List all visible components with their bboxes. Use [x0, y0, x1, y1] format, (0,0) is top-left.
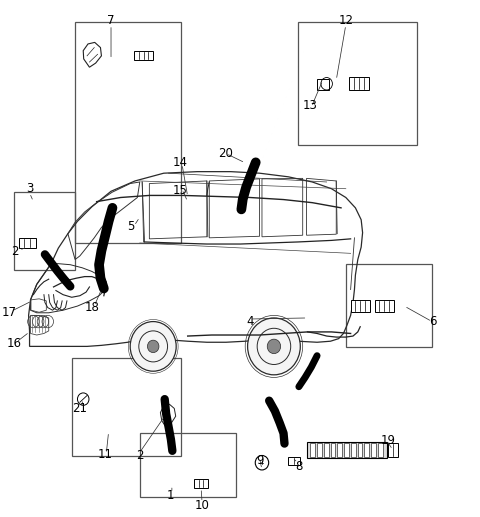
Bar — [194, 479, 208, 488]
Text: 18: 18 — [84, 301, 99, 314]
Bar — [378, 443, 383, 457]
Bar — [387, 443, 398, 457]
Text: 13: 13 — [302, 99, 317, 113]
Bar — [19, 238, 36, 248]
Text: 11: 11 — [98, 448, 113, 462]
Text: 6: 6 — [429, 315, 437, 328]
Text: 1: 1 — [167, 489, 175, 502]
Text: 4: 4 — [246, 315, 254, 328]
Bar — [358, 443, 362, 457]
Text: 2: 2 — [136, 449, 144, 463]
Bar — [371, 443, 376, 457]
Text: 8: 8 — [295, 460, 302, 473]
Bar — [350, 300, 370, 312]
Circle shape — [255, 455, 269, 470]
Text: 5: 5 — [128, 220, 135, 233]
Circle shape — [130, 322, 176, 371]
Bar — [351, 443, 356, 457]
Circle shape — [248, 318, 300, 375]
Bar — [308, 442, 386, 458]
Bar — [311, 443, 315, 457]
Bar — [337, 443, 342, 457]
Text: 21: 21 — [72, 402, 87, 415]
Bar — [331, 443, 336, 457]
Bar — [324, 443, 329, 457]
Text: 15: 15 — [173, 184, 188, 197]
Text: 19: 19 — [381, 434, 396, 447]
Bar — [317, 79, 329, 90]
Text: 17: 17 — [2, 306, 17, 320]
Text: 7: 7 — [107, 14, 115, 27]
Text: 3: 3 — [26, 182, 33, 195]
Bar — [364, 443, 369, 457]
Bar — [349, 77, 369, 90]
Circle shape — [147, 340, 159, 353]
Bar — [374, 300, 394, 312]
Text: 10: 10 — [194, 499, 209, 512]
Text: 14: 14 — [173, 156, 188, 170]
Bar — [134, 51, 153, 60]
Bar — [344, 443, 349, 457]
Text: 12: 12 — [338, 14, 353, 27]
Text: 20: 20 — [217, 147, 232, 160]
Text: 9: 9 — [256, 453, 264, 467]
Circle shape — [267, 339, 281, 354]
Bar — [317, 443, 322, 457]
Text: 2: 2 — [12, 245, 19, 258]
Bar — [288, 457, 300, 465]
Text: 16: 16 — [7, 337, 22, 351]
